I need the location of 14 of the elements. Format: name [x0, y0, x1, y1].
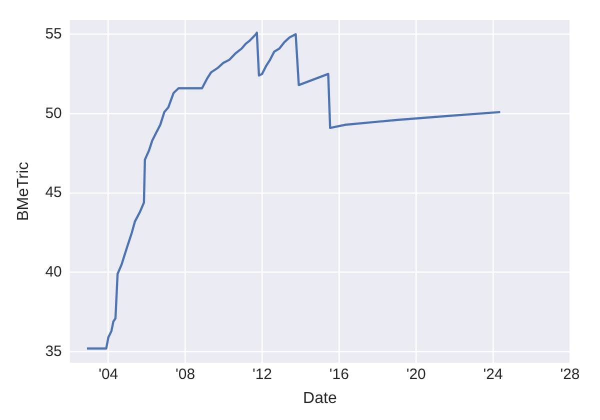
y-tick-label: 45: [45, 184, 62, 202]
x-tick-label: '12: [252, 366, 272, 383]
x-tick-label: '04: [98, 366, 118, 383]
y-tick-label: 50: [45, 104, 62, 122]
y-axis-title: BMeTric: [15, 162, 32, 221]
x-tick-label: '20: [406, 366, 426, 383]
y-tick-label: 35: [45, 342, 62, 360]
x-tick-label: '28: [560, 366, 580, 383]
x-axis-title: Date: [303, 390, 337, 407]
x-tick-label: '24: [483, 366, 503, 383]
x-tick-label: '08: [176, 366, 196, 383]
y-tick-label: 40: [45, 263, 62, 280]
x-tick-label: '16: [329, 366, 349, 383]
y-tick-label: 55: [45, 25, 62, 42]
